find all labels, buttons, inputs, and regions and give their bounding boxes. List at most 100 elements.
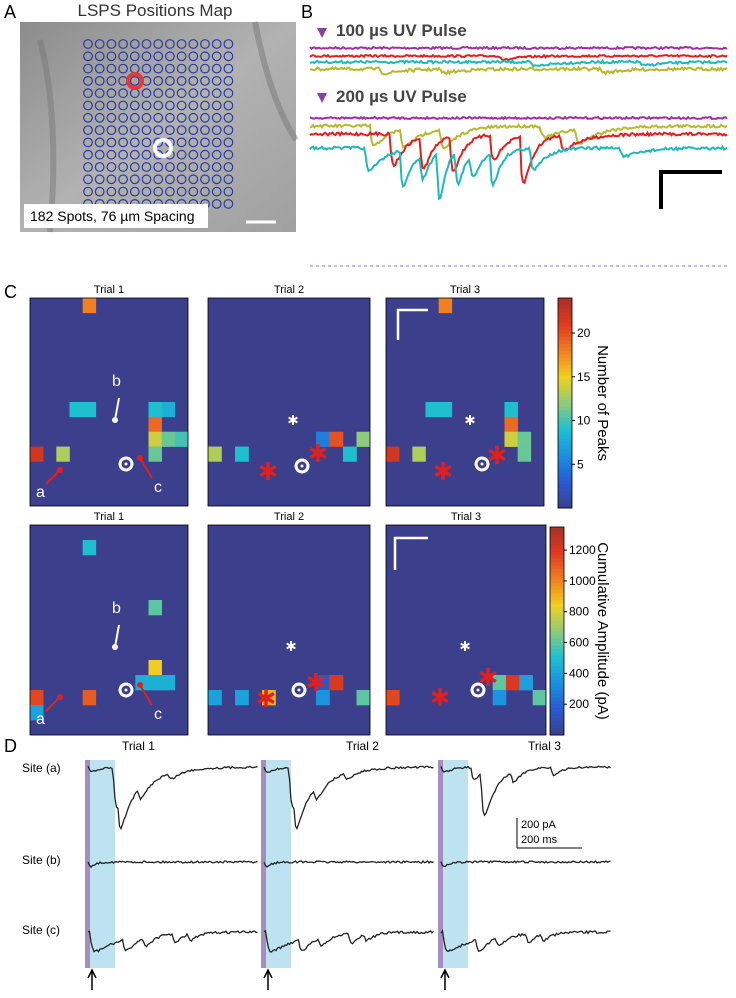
stim-spot	[200, 137, 210, 148]
asterisk	[288, 416, 298, 424]
heatmap-cell	[208, 690, 222, 706]
colorbar-stripe	[558, 441, 572, 446]
stim-spot	[211, 137, 222, 148]
heatmap-cell	[517, 446, 532, 462]
trace	[309, 122, 728, 150]
colorbar-stripe	[558, 392, 572, 397]
colorbar-stripe	[550, 561, 564, 566]
colorbar-stripe	[550, 655, 564, 660]
stim-spot	[164, 39, 175, 49]
colorbar-stripe	[550, 540, 564, 545]
stim-spot	[94, 186, 105, 197]
colorbar-stripe	[558, 417, 572, 421]
heatmap-cell	[161, 402, 176, 418]
stim-spot	[106, 75, 117, 86]
stim-spot	[200, 100, 210, 111]
stim-spot	[176, 186, 187, 197]
trace	[309, 65, 728, 76]
colorbar-stripe	[550, 641, 564, 646]
colorbar-stripe	[558, 427, 572, 432]
heatmap-cell	[148, 675, 162, 691]
stim-spot	[164, 162, 175, 172]
colorbar-stripe	[550, 572, 564, 577]
colorbar-stripe	[550, 676, 564, 681]
trace	[309, 115, 728, 121]
stim-spot	[153, 75, 164, 86]
stim-spot	[188, 88, 199, 99]
colorbar-stripe	[558, 354, 572, 358]
heatmap-cell	[208, 446, 222, 462]
heatmap-cell	[30, 446, 44, 462]
site-pointer	[139, 457, 153, 479]
stim-spot	[200, 125, 210, 136]
stim-spot	[176, 125, 187, 136]
site-label: b	[112, 600, 121, 617]
heatmap-cell	[504, 402, 518, 418]
colorbar-label: Cumulative Amplitude (pA)	[594, 542, 611, 720]
stim-spot	[164, 112, 175, 123]
colorbar-stripe	[550, 613, 564, 618]
heatmap-cell	[174, 431, 189, 447]
stim-spot	[164, 51, 175, 62]
colorbar-stripe	[550, 631, 564, 635]
stim-spot	[211, 198, 222, 209]
heatmap-cell	[492, 690, 507, 706]
heatmap-background	[386, 525, 546, 735]
colorbar-stripe	[550, 606, 564, 611]
colorbar-stripe	[558, 329, 572, 334]
stim-spot	[141, 162, 152, 172]
stim-spot	[164, 75, 175, 86]
stim-spot	[211, 125, 222, 136]
stim-spot	[164, 174, 175, 185]
stim-spot	[153, 186, 164, 197]
stim-spot	[200, 51, 210, 62]
trace	[263, 929, 434, 953]
colorbar-stripe	[558, 452, 572, 456]
colorbar-stripe	[550, 596, 564, 601]
heatmap-cell	[148, 402, 162, 418]
colorbar-stripe	[550, 582, 564, 587]
stim-spot	[164, 100, 175, 111]
colorbar-stripe	[558, 347, 572, 351]
colorbar-stripe	[550, 547, 564, 552]
colorbar-stripe	[550, 603, 564, 608]
soma-marker	[474, 456, 490, 472]
stim-spot	[118, 162, 128, 172]
stim-spot	[129, 174, 140, 185]
colorbar-stripe	[550, 717, 564, 722]
stim-spot	[176, 174, 187, 185]
stim-spot	[118, 174, 128, 185]
stim-spot	[106, 162, 117, 172]
heatmap-cell	[412, 446, 426, 462]
map-border	[385, 524, 547, 736]
colorbar-stripe	[550, 537, 564, 542]
stim-spot	[94, 125, 105, 136]
colorbar-stripe	[558, 368, 572, 372]
stim-spot	[223, 112, 234, 123]
stim-spot	[188, 63, 199, 74]
site-dot	[137, 455, 143, 461]
colorbar-stripe	[550, 617, 564, 622]
colorbar-stripe	[558, 445, 572, 449]
site-label: a	[36, 484, 45, 501]
colorbar-stripe	[558, 364, 572, 369]
stim-spot	[211, 162, 222, 172]
trace	[87, 765, 258, 831]
colorbar-stripe	[558, 357, 572, 362]
asterisk	[286, 642, 296, 650]
site-pointer	[45, 696, 61, 712]
colorbar-stripe	[550, 679, 564, 684]
stim-spot	[83, 186, 93, 197]
colorbar-tick-label: 10	[577, 414, 591, 428]
colorbar-stripe	[558, 466, 572, 470]
soma-marker	[291, 682, 307, 698]
colorbar-stripe	[558, 406, 572, 411]
colorbar-stripe	[550, 627, 564, 632]
site-label: c	[154, 706, 162, 723]
colorbar-stripe	[558, 483, 572, 488]
stim-spot	[118, 39, 128, 49]
heatmap-cell	[30, 705, 44, 721]
stim-spot	[223, 88, 234, 99]
colorbar-stripe	[550, 683, 564, 687]
map-title: Trial 2	[274, 284, 304, 296]
